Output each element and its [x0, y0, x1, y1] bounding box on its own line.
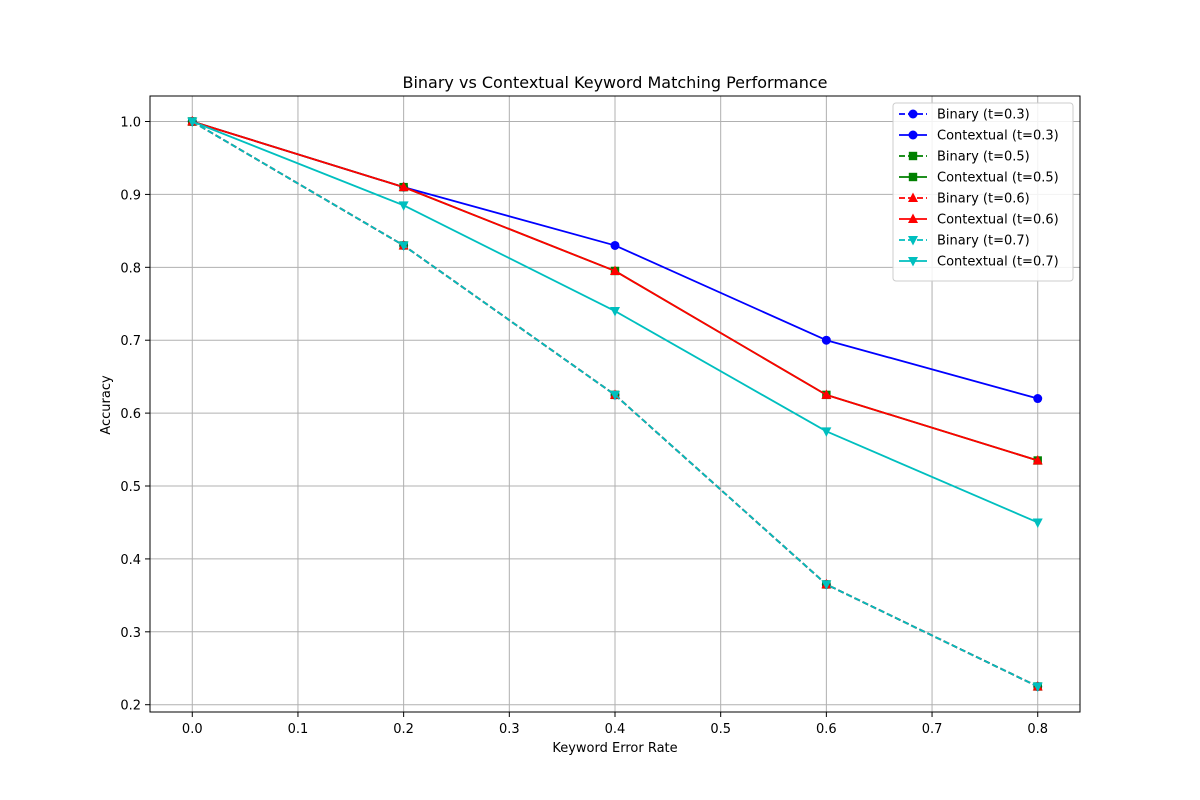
legend-marker	[908, 151, 918, 161]
data-point	[821, 427, 832, 437]
y-tick-label: 0.2	[120, 699, 141, 714]
legend: Binary (t=0.3) Contextual (t=0.3) Binary (…	[892, 102, 1074, 282]
x-tick-label: 0.8	[1027, 722, 1048, 737]
x-tick-label: 0.3	[499, 722, 520, 737]
chart-title: Binary vs Contextual Keyword Matching Pe…	[402, 73, 827, 92]
legend-label: Binary (t=0.3)	[937, 108, 1030, 123]
y-tick-label: 0.9	[120, 188, 141, 203]
x-tick-label: 0.4	[605, 722, 626, 737]
legend-marker	[908, 213, 918, 223]
x-tick-label: 0.7	[922, 722, 943, 737]
y-tick-label: 0.4	[120, 553, 141, 568]
axis-ticks: 0.0 0.1 0.2 0.3 0.4 0.5 0.6 0.7 0.8 0.2 0.3 0.4 0.5 0…	[120, 116, 1048, 737]
legend-marker	[908, 192, 918, 202]
y-tick-label: 0.8	[120, 261, 141, 276]
y-tick-label: 0.5	[120, 480, 141, 495]
data-point	[398, 201, 409, 211]
x-tick-label: 0.1	[288, 722, 309, 737]
legend-marker	[908, 257, 918, 267]
series-line	[191, 120, 1039, 688]
legend-label: Contextual (t=0.7)	[937, 255, 1059, 270]
y-tick-label: 0.3	[120, 626, 141, 641]
legend-marker	[908, 109, 918, 119]
legend-marker	[908, 236, 918, 246]
data-point	[398, 241, 409, 251]
y-tick-label: 1.0	[120, 116, 141, 131]
data-point	[610, 307, 620, 317]
x-tick-label: 0.0	[182, 722, 203, 737]
data-point	[1032, 682, 1043, 692]
legend-label: Binary (t=0.7)	[937, 234, 1030, 249]
data-point	[1032, 518, 1043, 528]
grid	[150, 96, 1080, 712]
x-tick-label: 0.2	[393, 722, 414, 737]
data-point	[610, 240, 620, 250]
data-point	[398, 181, 409, 192]
legend-label: Binary (t=0.5)	[937, 150, 1030, 165]
legend-label: Binary (t=0.6)	[937, 192, 1030, 207]
legend-box	[892, 102, 1074, 282]
y-tick-label: 0.7	[120, 334, 141, 349]
legend-label: Contextual (t=0.5)	[937, 171, 1059, 186]
x-axis-label: Keyword Error Rate	[552, 741, 677, 756]
legend-label: Contextual (t=0.6)	[937, 213, 1059, 228]
data-point	[610, 265, 620, 275]
series-contextual-t-0-7	[187, 117, 1043, 528]
data-point	[610, 390, 620, 401]
legend-marker	[908, 130, 918, 140]
data-point	[1032, 454, 1043, 465]
y-tick-label: 0.6	[120, 407, 141, 422]
x-tick-label: 0.5	[710, 722, 731, 737]
x-tick-label: 0.6	[816, 722, 837, 737]
legend-label: Contextual (t=0.3)	[937, 129, 1059, 144]
y-axis-label: Accuracy	[99, 375, 114, 435]
legend-marker	[908, 172, 918, 182]
data-point	[1033, 394, 1043, 404]
data-point	[821, 580, 832, 590]
data-point	[821, 389, 832, 399]
plot-series	[187, 116, 1043, 692]
data-point	[821, 335, 831, 345]
data-point	[187, 117, 198, 128]
